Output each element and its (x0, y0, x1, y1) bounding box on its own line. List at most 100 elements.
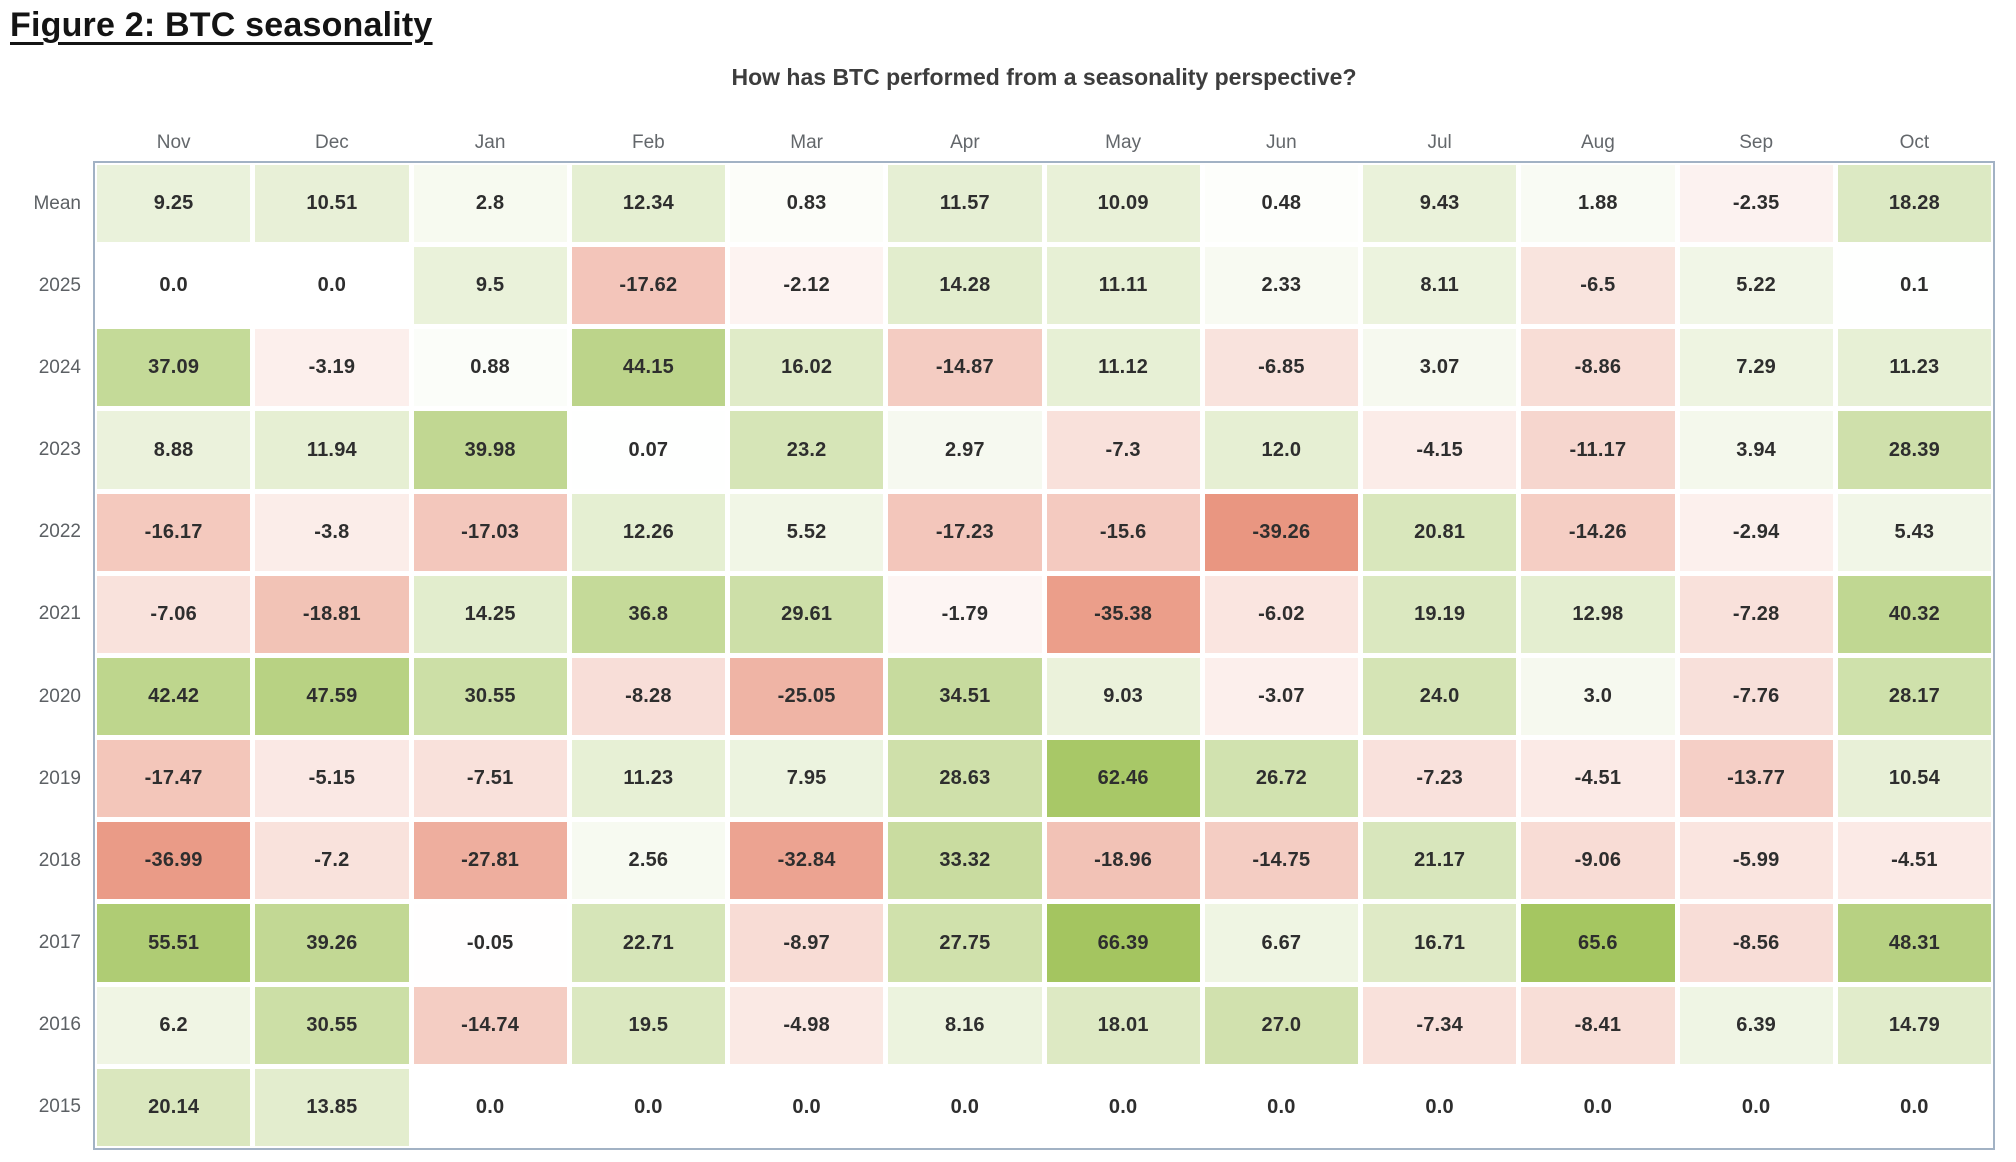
heatmap-cell: 0.0 (1046, 1068, 1200, 1146)
column-header: Jun (1266, 132, 1297, 153)
heatmap-cell: -17.62 (571, 247, 725, 325)
heatmap-cell: 10.54 (1837, 740, 1991, 818)
heatmap-cell: 23.2 (730, 411, 884, 489)
heatmap-cell: 5.52 (730, 493, 884, 571)
heatmap-cell: 1.88 (1521, 165, 1675, 243)
heatmap-cell: -7.76 (1679, 657, 1833, 736)
heatmap-cell: 39.98 (413, 411, 567, 489)
heatmap-cell: 0.0 (1204, 1068, 1358, 1146)
column-header: Feb (632, 132, 665, 153)
heatmap-cell: -6.02 (1204, 575, 1358, 653)
heatmap-cell: 8.88 (97, 411, 251, 489)
heatmap-cell: -1.79 (888, 575, 1042, 653)
heatmap-cell: -17.23 (888, 493, 1042, 571)
heatmap-cell: -7.3 (1046, 411, 1200, 489)
heatmap-cell: 12.0 (1204, 411, 1358, 489)
heatmap-cell: -25.05 (730, 657, 884, 736)
heatmap-cell: 10.09 (1046, 165, 1200, 243)
column-headers: Nov Dec Jan Feb Mar Apr May Jun Jul Aug Sep Oct (95, 130, 1993, 156)
heatmap-cell: 11.23 (1837, 329, 1991, 407)
heatmap-cell: 0.88 (413, 329, 567, 407)
heatmap-cell: -8.97 (730, 904, 884, 982)
heatmap-cell: -14.26 (1521, 493, 1675, 571)
heatmap-cell: 0.0 (1679, 1068, 1833, 1146)
heatmap-cell: 11.23 (571, 740, 725, 818)
heatmap-cell: 5.22 (1679, 247, 1833, 325)
heatmap-cell: -0.05 (413, 904, 567, 982)
heatmap-cell: 33.32 (888, 822, 1042, 900)
column-header: May (1105, 132, 1142, 153)
heatmap-cell: 10.51 (255, 165, 409, 243)
heatmap-cell: 12.98 (1521, 575, 1675, 653)
heatmap-cell: -17.03 (413, 493, 567, 571)
heatmap-cell: -8.56 (1679, 904, 1833, 982)
heatmap-cell: 27.75 (888, 904, 1042, 982)
heatmap-cell: 2.33 (1204, 247, 1358, 325)
heatmap-cell: 7.95 (730, 740, 884, 818)
row-label: 2020 (38, 685, 81, 707)
row-label: 2017 (38, 932, 81, 954)
heatmap-cell: 5.43 (1837, 493, 1991, 571)
heatmap-cell: -14.87 (888, 329, 1042, 407)
column-header: Aug (1580, 132, 1615, 153)
row-label: 2022 (38, 521, 81, 543)
heatmap-cell: 0.0 (571, 1068, 725, 1146)
heatmap-cell: 0.0 (97, 247, 251, 325)
column-header: Jul (1427, 132, 1452, 153)
heatmap-cell: 14.79 (1837, 986, 1991, 1064)
row-label: 2021 (38, 603, 81, 625)
heatmap-cell: -4.51 (1837, 822, 1991, 900)
heatmap-cell: 66.39 (1046, 904, 1200, 982)
heatmap-cell: -8.86 (1521, 329, 1675, 407)
heatmap-cell: 6.39 (1679, 986, 1833, 1064)
heatmap-cell: -39.26 (1204, 493, 1358, 571)
heatmap-cell: -16.17 (97, 493, 251, 571)
heatmap-cell: 0.1 (1837, 247, 1991, 325)
heatmap-cell: -4.51 (1521, 740, 1675, 818)
heatmap-cell: 11.94 (255, 411, 409, 489)
heatmap-cell: 3.07 (1363, 329, 1517, 407)
heatmap-cell: -27.81 (413, 822, 567, 900)
heatmap-cell: -7.23 (1363, 740, 1517, 818)
heatmap-cell: -18.81 (255, 575, 409, 653)
heatmap-cell: -3.8 (255, 493, 409, 571)
heatmap-cell: 3.94 (1679, 411, 1833, 489)
heatmap-cell: 20.14 (97, 1068, 251, 1146)
heatmap-cell: 30.55 (413, 657, 567, 736)
heatmap-cell: 2.56 (571, 822, 725, 900)
heatmap-cell: -7.06 (97, 575, 251, 653)
heatmap-cell: 0.0 (413, 1068, 567, 1146)
heatmap-cell: 37.09 (97, 329, 251, 407)
heatmap-cell: 13.85 (255, 1068, 409, 1146)
heatmap-cell: 39.26 (255, 904, 409, 982)
heatmap-cell: -8.41 (1521, 986, 1675, 1064)
heatmap-cell: 27.0 (1204, 986, 1358, 1064)
heatmap-cell: 7.29 (1679, 329, 1833, 407)
seasonality-heatmap: 9.25 10.51 2.8 12.34 0.83 11.57 10.09 0.48 9.43 1… (93, 161, 1995, 1150)
column-header: Apr (950, 132, 980, 153)
heatmap-cell: 62.46 (1046, 740, 1200, 818)
column-header: Oct (1899, 132, 1930, 153)
heatmap-cell: 0.0 (730, 1068, 884, 1146)
heatmap-cell: 8.11 (1363, 247, 1517, 325)
heatmap-cell: 21.17 (1363, 822, 1517, 900)
row-label: 2016 (38, 1014, 81, 1036)
heatmap-cell: 12.26 (571, 493, 725, 571)
heatmap-cell: -4.15 (1363, 411, 1517, 489)
heatmap-cell: 6.67 (1204, 904, 1358, 982)
heatmap-cell: 0.48 (1204, 165, 1358, 243)
heatmap-cell: 9.03 (1046, 657, 1200, 736)
heatmap-cell: 2.97 (888, 411, 1042, 489)
heatmap-cell: -36.99 (97, 822, 251, 900)
column-header: Mar (790, 132, 823, 153)
heatmap-cell: 0.0 (1363, 1068, 1517, 1146)
heatmap-cell: -18.96 (1046, 822, 1200, 900)
heatmap-cell: -2.35 (1679, 165, 1833, 243)
heatmap-cell: 11.12 (1046, 329, 1200, 407)
heatmap-cell: 22.71 (571, 904, 725, 982)
heatmap-cell: 0.0 (888, 1068, 1042, 1146)
chart-title: How has BTC performed from a seasonality… (731, 64, 1357, 90)
heatmap-cell: -7.34 (1363, 986, 1517, 1064)
heatmap-cell: 16.71 (1363, 904, 1517, 982)
